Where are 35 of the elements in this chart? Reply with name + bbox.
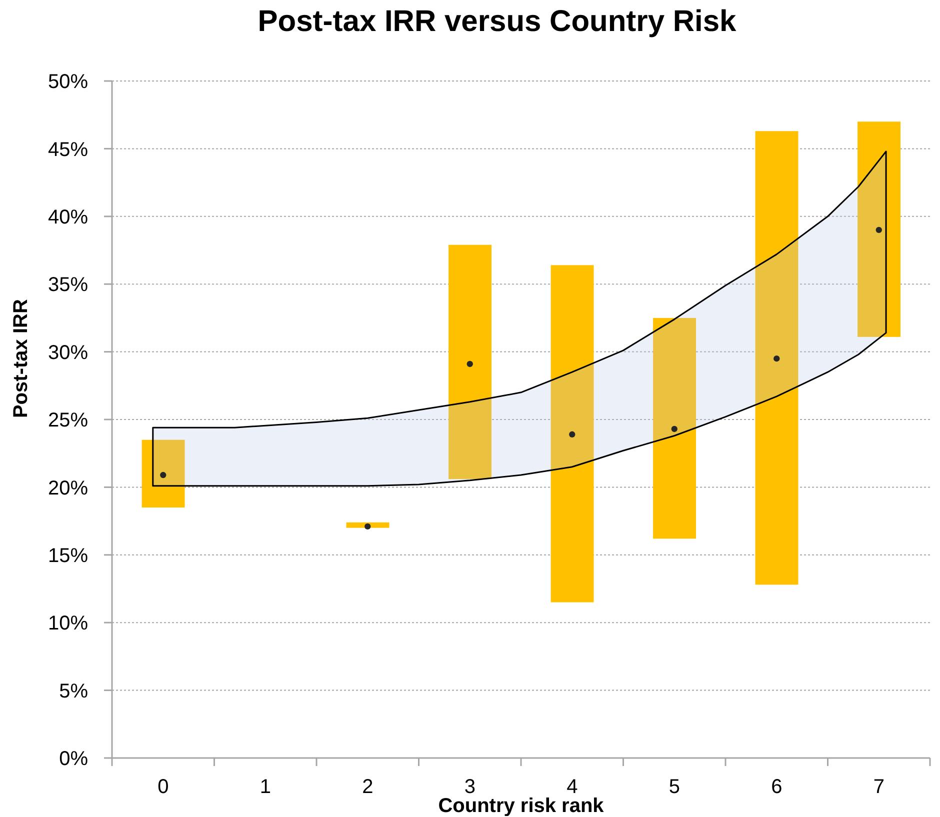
bar [755,131,798,585]
x-tick-label: 7 [873,776,884,798]
y-tick-label: 15% [48,545,88,567]
point [364,523,371,530]
bar [142,440,185,508]
point [671,426,678,432]
y-tick-label: 10% [48,612,88,635]
x-tick-label: 5 [668,776,680,798]
chart-title: Post-tax IRR versus Country Risk [256,5,738,38]
x-axis-title: Country risk rank [438,795,605,817]
bar [653,318,696,539]
x-tick-label: 1 [260,776,271,798]
y-tick-label: 50% [48,71,88,94]
x-tick-label: 4 [566,776,578,798]
point [160,472,166,478]
bar [858,122,900,337]
y-tick-label: 0% [59,748,88,770]
point [466,360,473,368]
y-tick-label: 5% [59,680,88,702]
x-tick-label: 2 [362,776,374,798]
bar [448,244,492,480]
x-tick-label: 3 [464,776,476,798]
point [569,431,576,438]
y-axis-title: Post-tax IRR [10,298,32,418]
point [876,226,882,234]
y-tick-label: 20% [48,477,88,500]
y-tick-label: 40% [48,206,88,228]
y-tick-label: 25% [48,410,88,432]
y-tick-label: 35% [48,274,88,296]
y-tick-label: 45% [48,138,88,161]
x-tick-label: 0 [158,776,169,798]
bar [550,265,594,602]
x-tick-label: 6 [771,776,782,798]
point [774,355,780,362]
y-tick-label: 30% [48,342,88,364]
